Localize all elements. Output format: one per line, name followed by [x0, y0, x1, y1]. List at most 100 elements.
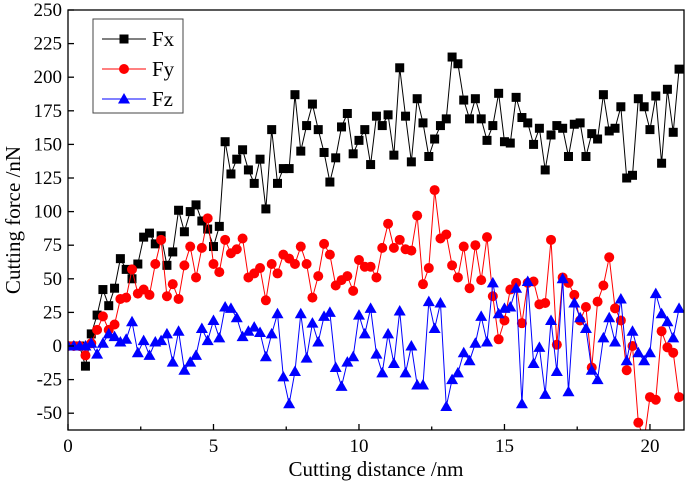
- legend-item-fx: Fx: [102, 27, 175, 51]
- y-tick-label: 25: [43, 302, 62, 323]
- data-point-fx: [86, 329, 96, 339]
- data-point-fy: [610, 303, 621, 314]
- legend-item-fz: Fz: [102, 87, 173, 111]
- data-point-fz: [434, 296, 447, 308]
- data-point-fz: [667, 331, 680, 343]
- data-point-fx: [203, 224, 213, 234]
- legend: Fx Fy Fz: [92, 18, 184, 114]
- data-point-fx: [587, 129, 597, 139]
- x-tick-label: 15: [495, 436, 514, 457]
- data-point-fx: [296, 146, 306, 156]
- data-point-fx: [517, 113, 527, 123]
- ticks-layer: 0 5 10 15 20 -50 -25 0 25 50 75 100 125 150 175 200 225 2…: [34, 0, 660, 457]
- y-tick-label: 0: [53, 336, 63, 357]
- data-point-fx: [645, 125, 655, 135]
- data-point-fy: [383, 218, 394, 229]
- data-point-fx: [354, 135, 364, 145]
- data-point-fy: [266, 259, 277, 270]
- data-point-fx: [162, 260, 172, 270]
- data-point-fy: [546, 234, 557, 245]
- data-point-fx: [488, 121, 498, 131]
- data-point-fy: [342, 271, 353, 282]
- data-point-fx: [348, 149, 358, 159]
- data-point-fz: [131, 346, 144, 358]
- data-point-fz: [626, 325, 639, 336]
- data-point-fx: [406, 157, 416, 167]
- data-point-fz: [422, 295, 435, 307]
- data-point-fz: [85, 337, 98, 348]
- data-point-fx: [674, 64, 684, 74]
- data-point-fy: [429, 185, 440, 196]
- data-point-fz: [475, 310, 488, 321]
- data-point-fx: [307, 99, 317, 109]
- data-point-fz: [492, 307, 505, 319]
- data-point-fz: [236, 330, 249, 342]
- data-point-fx: [371, 111, 381, 121]
- data-point-fz: [312, 335, 325, 347]
- data-point-fz: [545, 314, 558, 325]
- data-point-fx: [139, 232, 149, 242]
- data-point-fy: [196, 242, 207, 253]
- data-point-fz: [254, 326, 267, 338]
- data-point-fz: [283, 397, 296, 409]
- data-point-fx: [366, 160, 376, 170]
- data-point-fx: [255, 154, 265, 164]
- data-point-fx: [447, 52, 457, 62]
- data-point-fy: [295, 241, 306, 252]
- data-point-fx: [476, 114, 486, 124]
- data-point-fx: [395, 63, 405, 73]
- y-tick-label: 225: [34, 34, 63, 55]
- legend-marker-triangle-icon: [118, 93, 130, 104]
- y-tick-label: -50: [37, 403, 62, 424]
- legend-label: Fx: [152, 27, 175, 51]
- data-point-fy: [482, 232, 493, 243]
- data-point-fy: [476, 275, 487, 286]
- data-point-fx: [191, 200, 201, 210]
- data-point-fy: [633, 417, 644, 428]
- x-tick-label: 5: [209, 436, 219, 457]
- data-point-fx: [273, 178, 283, 188]
- data-point-fx: [319, 147, 329, 157]
- data-point-fx: [249, 178, 259, 188]
- y-axis-label: Cutting force /nN: [1, 146, 25, 294]
- data-point-fz: [358, 327, 371, 339]
- data-point-fy: [301, 259, 312, 270]
- data-point-fy: [348, 285, 359, 296]
- data-point-fx: [668, 127, 678, 137]
- data-point-fy: [598, 280, 609, 291]
- data-point-fz: [446, 373, 459, 385]
- data-point-fx: [412, 94, 422, 104]
- data-point-fz: [172, 325, 185, 336]
- data-point-fz: [614, 292, 627, 304]
- data-point-fx: [651, 91, 661, 101]
- data-point-fz: [96, 337, 109, 348]
- data-point-fz: [277, 370, 290, 382]
- y-tick-label: 50: [43, 269, 62, 290]
- data-point-fz: [393, 305, 406, 316]
- data-point-fz: [265, 327, 278, 339]
- data-point-fz: [352, 309, 365, 320]
- data-point-fz: [120, 333, 133, 344]
- data-point-fy: [540, 297, 551, 308]
- data-point-fy: [319, 238, 330, 249]
- data-point-fz: [399, 366, 412, 378]
- data-point-fy: [674, 392, 684, 403]
- data-point-fz: [178, 364, 191, 375]
- data-point-fy: [423, 263, 434, 274]
- data-point-fx: [226, 169, 236, 179]
- data-point-fy: [388, 242, 399, 253]
- data-point-fy: [324, 249, 335, 260]
- data-point-fz: [382, 327, 395, 339]
- series-fz: [68, 272, 684, 411]
- data-point-fz: [486, 276, 499, 288]
- data-point-fz: [661, 315, 674, 327]
- data-point-fz: [632, 346, 645, 358]
- data-point-fz: [451, 366, 464, 378]
- data-point-fy: [150, 259, 161, 270]
- data-point-fx: [430, 134, 440, 144]
- data-point-fz: [643, 346, 656, 358]
- data-point-fz: [510, 282, 523, 293]
- data-point-fx: [284, 164, 294, 174]
- data-point-fy: [412, 210, 423, 221]
- data-point-fz: [597, 331, 610, 343]
